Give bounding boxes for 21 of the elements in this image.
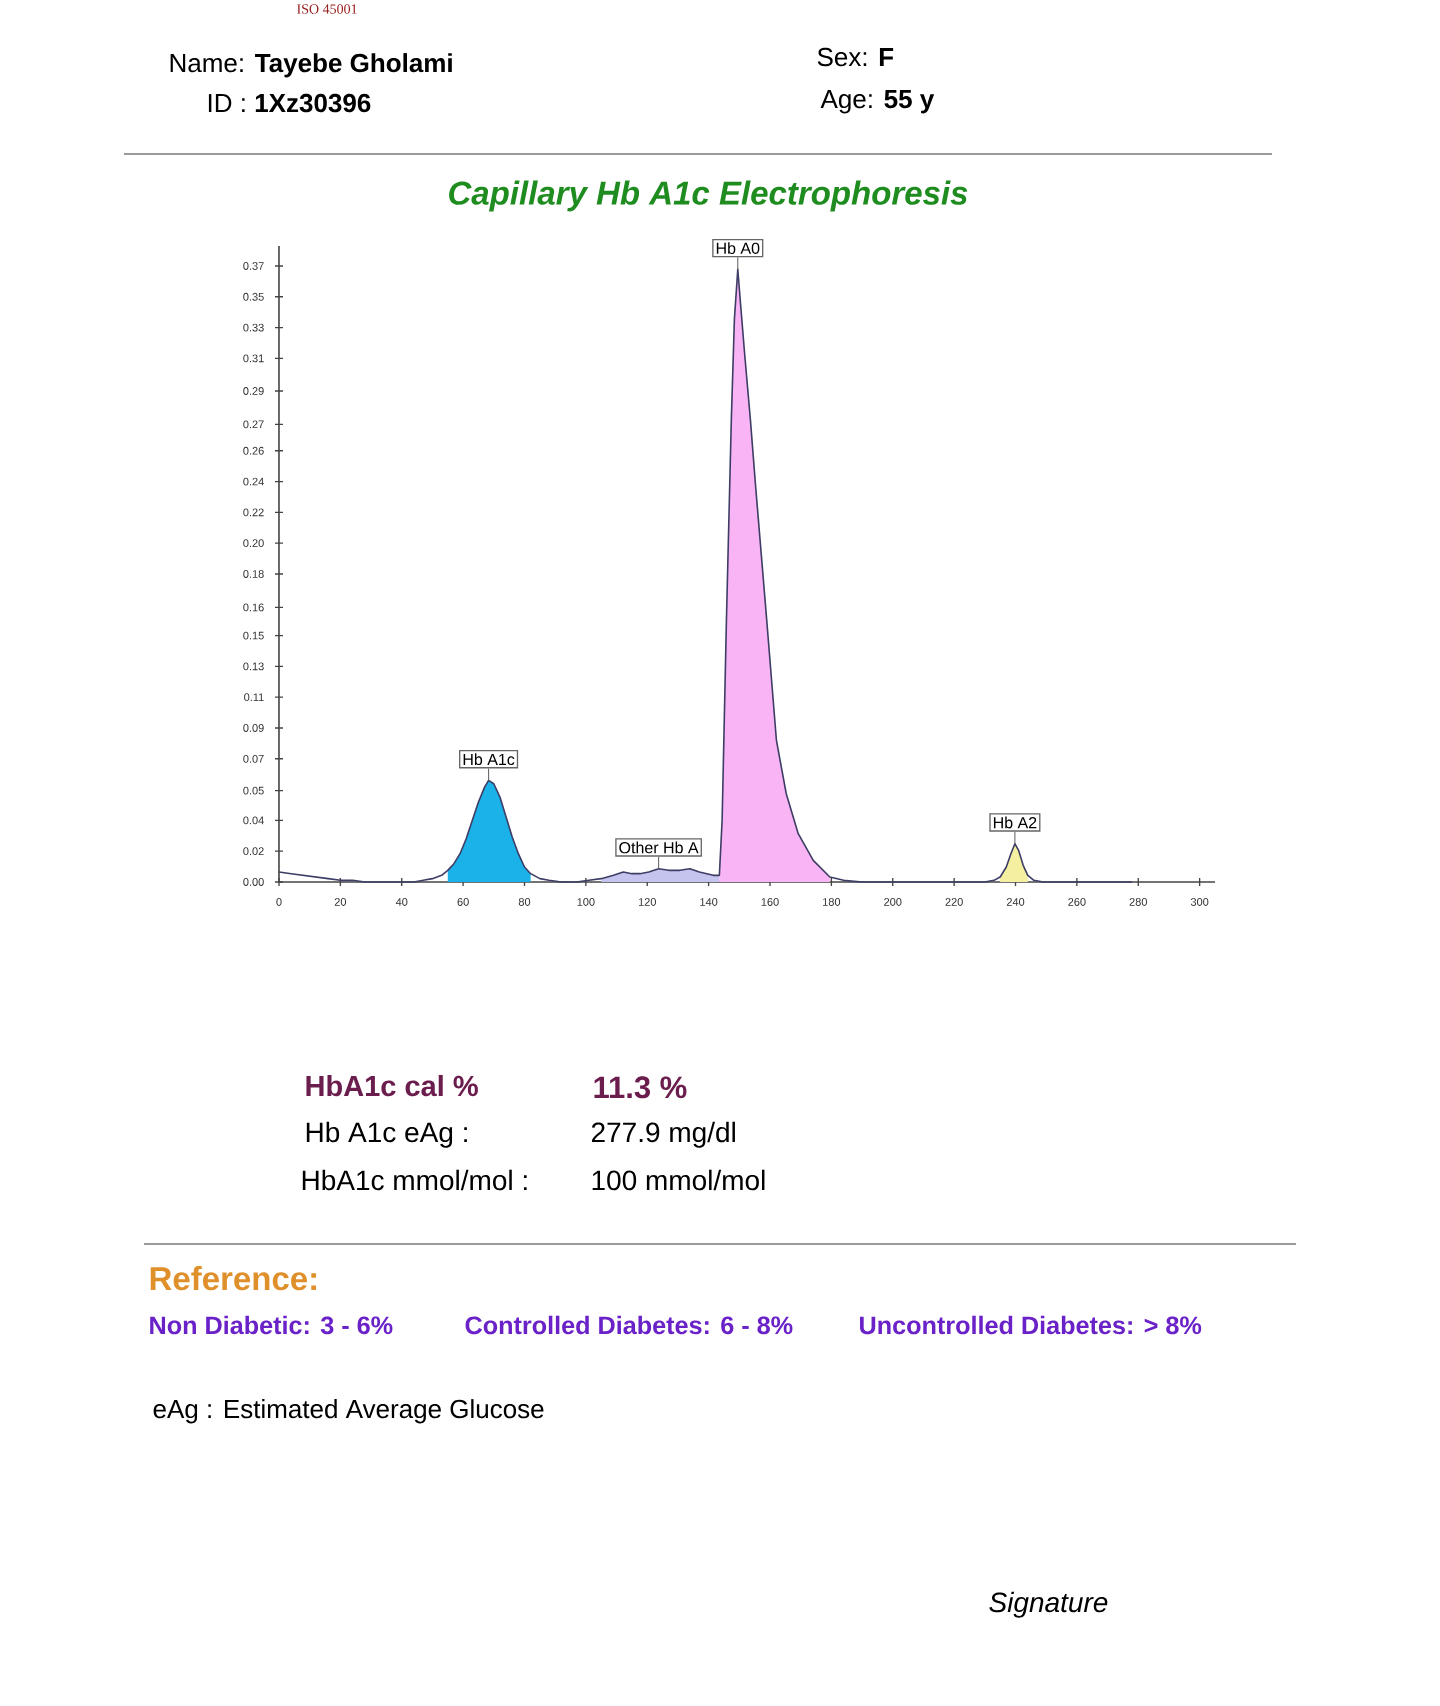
series-label: Hb A0: [716, 242, 760, 254]
text: 277.9 mg/dl: [591, 1121, 735, 1148]
text: Name: Tayebe Gholami: [170, 53, 452, 78]
text: Non Diabetic: 3 - 6%: [150, 1315, 393, 1335]
text: Reference:: [150, 1266, 316, 1291]
text: ID : 1Xz30396: [208, 93, 371, 113]
series-label: Other Hb A: [619, 841, 699, 854]
text: Signature: [989, 1591, 1108, 1618]
text: Uncontrolled Diabetes: > 8%: [860, 1315, 1202, 1335]
text: 11.3 %: [594, 1076, 687, 1099]
text: HbA1c cal %: [306, 1074, 478, 1097]
text: Hb A1c eAg :: [306, 1121, 467, 1148]
text: Sex: F: [817, 47, 894, 67]
text: Age: 55 y: [820, 90, 935, 114]
text: 100 mmol/mol: [592, 1169, 765, 1191]
text: HbA1c mmol/mol :: [302, 1169, 527, 1191]
series-label: Hb A2: [993, 816, 1037, 829]
series-label: Hb A1c: [463, 753, 515, 766]
text: eAg : Estimated Average Glucose: [153, 1399, 544, 1424]
chart-title: Capillary Hb A1c Electrophoresis: [449, 180, 968, 212]
text: Controlled Diabetes: 6 - 8%: [465, 1315, 793, 1335]
